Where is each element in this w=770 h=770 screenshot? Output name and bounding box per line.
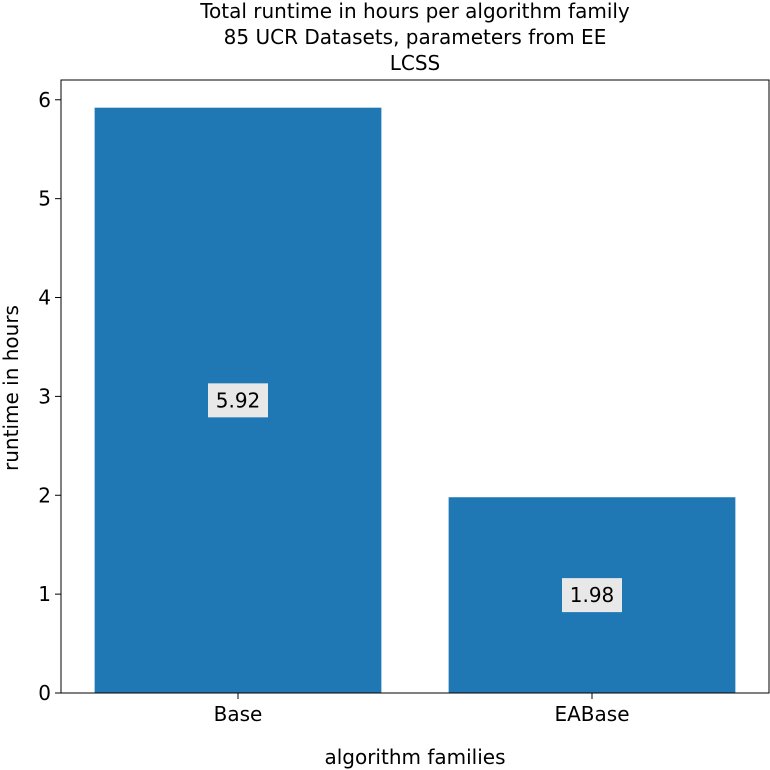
chart-title-line-3: LCSS [390, 51, 441, 75]
y-tick-label-6: 6 [38, 88, 51, 112]
y-axis-label: runtime in hours [0, 305, 23, 471]
y-tick-label-1: 1 [38, 582, 51, 606]
value-label-eabase: 1.98 [570, 583, 615, 607]
value-label-box-eabase [562, 578, 622, 613]
value-label-base: 5.92 [216, 388, 261, 412]
y-tick-label-3: 3 [38, 384, 51, 408]
x-axis-label: algorithm families [324, 745, 505, 769]
x-tick-label-eabase: EABase [554, 702, 629, 726]
axes-frame [60, 79, 770, 694]
y-tick-label-0: 0 [38, 681, 51, 705]
chart-title-line-2: 85 UCR Datasets, parameters from EE [224, 25, 607, 49]
y-tick-label-5: 5 [38, 187, 51, 211]
x-tick-label-base: Base [214, 702, 263, 726]
y-tick-label-2: 2 [38, 483, 51, 507]
plot-area: 5.92 Base 1.98 EABase 0 1 2 3 4 5 6 [38, 79, 770, 726]
y-tick-label-4: 4 [38, 286, 51, 310]
chart-title-line-1: Total runtime in hours per algorithm fam… [199, 0, 630, 23]
value-label-box-base [208, 383, 268, 418]
